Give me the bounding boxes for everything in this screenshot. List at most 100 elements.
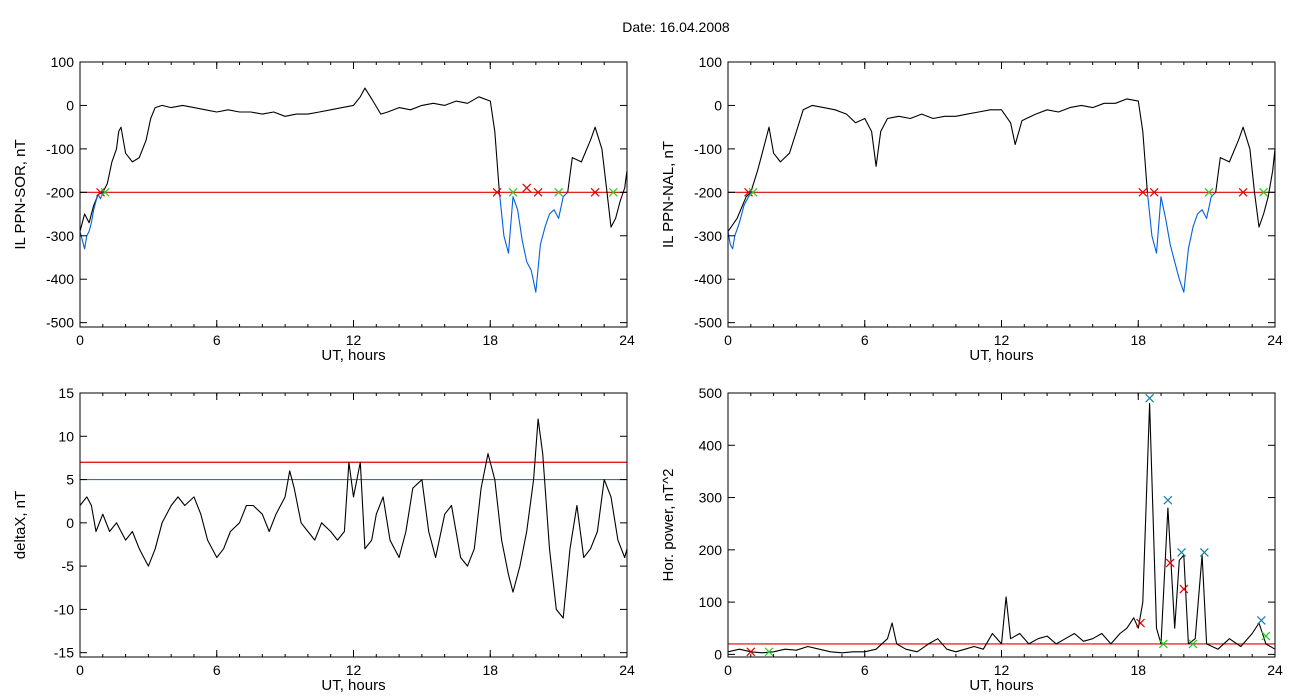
x-tick-label: 0 bbox=[76, 662, 84, 678]
data-marker bbox=[1204, 187, 1214, 197]
data-marker bbox=[1138, 187, 1148, 197]
y-tick-label: -5 bbox=[62, 558, 75, 574]
y-tick-label: -500 bbox=[694, 315, 722, 331]
data-marker bbox=[100, 187, 110, 197]
x-tick-label: 12 bbox=[346, 662, 362, 678]
data-marker bbox=[1238, 187, 1248, 197]
data-series bbox=[498, 191, 569, 293]
x-axis-label: UT, hours bbox=[969, 677, 1033, 694]
y-axis-label: deltaX, nT bbox=[12, 491, 29, 559]
data-marker bbox=[608, 187, 618, 197]
data-marker bbox=[508, 187, 518, 197]
x-axis-label: UT, hours bbox=[969, 347, 1033, 364]
y-tick-label: 200 bbox=[699, 542, 723, 558]
data-marker bbox=[1256, 615, 1266, 625]
y-axis-label: IL PPN-SOR, nT bbox=[12, 139, 29, 249]
y-tick-label: 0 bbox=[66, 515, 74, 531]
figure-title: Date: 16.04.2008 bbox=[622, 19, 730, 35]
y-tick-label: -10 bbox=[54, 601, 74, 617]
y-tick-label: -15 bbox=[54, 645, 74, 661]
data-marker bbox=[764, 647, 774, 657]
plot-area bbox=[728, 393, 1275, 657]
panel-p1: 0 6 12 18 24 -500 -400 -300 -200 -100 0 100 UT, hour… bbox=[12, 54, 635, 364]
x-tick-label: 24 bbox=[619, 332, 635, 348]
y-tick-label: -500 bbox=[46, 315, 74, 331]
data-series bbox=[728, 192, 752, 250]
x-tick-label: 24 bbox=[1267, 332, 1283, 348]
x-tick-label: 24 bbox=[1267, 662, 1283, 678]
x-tick-label: 0 bbox=[724, 332, 732, 348]
x-tick-label: 18 bbox=[482, 662, 498, 678]
data-marker bbox=[533, 187, 543, 197]
data-marker bbox=[492, 187, 502, 197]
data-marker bbox=[1165, 558, 1175, 568]
y-tick-label: -200 bbox=[46, 184, 74, 200]
x-tick-label: 0 bbox=[76, 332, 84, 348]
y-tick-label: -300 bbox=[694, 228, 722, 244]
data-marker bbox=[590, 187, 600, 197]
data-marker bbox=[1259, 187, 1269, 197]
x-tick-label: 0 bbox=[724, 662, 732, 678]
panel-p4: 0 6 12 18 24 0 100 200 300 400 500 UT, hours Hor. po… bbox=[660, 385, 1283, 694]
data-series bbox=[728, 402, 1275, 654]
data-marker bbox=[1136, 618, 1145, 628]
data-series bbox=[1215, 126, 1275, 228]
y-tick-label: 5 bbox=[66, 472, 74, 488]
x-axis-label: UT, hours bbox=[321, 677, 385, 694]
data-marker bbox=[1179, 584, 1189, 594]
y-tick-label: 15 bbox=[58, 385, 74, 401]
y-tick-label: 100 bbox=[51, 54, 75, 70]
data-marker bbox=[1261, 631, 1271, 641]
data-marker bbox=[554, 187, 564, 197]
plot-frame bbox=[727, 392, 1276, 658]
x-tick-label: 18 bbox=[1130, 662, 1146, 678]
y-tick-label: -300 bbox=[46, 228, 74, 244]
data-marker bbox=[1163, 495, 1173, 505]
data-series bbox=[80, 418, 627, 619]
plot-frame bbox=[79, 61, 628, 328]
y-tick-label: -100 bbox=[46, 141, 74, 157]
y-tick-label: -200 bbox=[694, 184, 722, 200]
data-series bbox=[80, 87, 500, 232]
x-tick-label: 6 bbox=[861, 332, 869, 348]
y-axis-label: IL PPN-NAL, nT bbox=[660, 141, 677, 248]
y-tick-label: 0 bbox=[714, 97, 722, 113]
x-tick-label: 18 bbox=[1130, 332, 1146, 348]
x-tick-label: 6 bbox=[213, 332, 221, 348]
data-marker bbox=[1177, 548, 1186, 557]
x-tick-label: 18 bbox=[482, 332, 498, 348]
data-marker bbox=[746, 647, 756, 657]
x-tick-label: 12 bbox=[346, 332, 362, 348]
y-tick-label: -400 bbox=[46, 271, 74, 287]
data-series bbox=[728, 98, 1148, 232]
x-axis-label: UT, hours bbox=[321, 347, 385, 364]
y-tick-label: 10 bbox=[58, 428, 74, 444]
panel-p3: 0 6 12 18 24 -15 -10 -5 0 5 10 15 UT, hours deltaX, n… bbox=[12, 385, 635, 694]
x-tick-label: 24 bbox=[619, 662, 635, 678]
x-tick-label: 6 bbox=[213, 662, 221, 678]
y-tick-label: 400 bbox=[699, 437, 723, 453]
y-tick-label: 0 bbox=[66, 97, 74, 113]
data-marker bbox=[522, 183, 532, 193]
y-tick-label: -400 bbox=[694, 271, 722, 287]
data-series bbox=[567, 126, 627, 228]
data-marker bbox=[1188, 639, 1198, 649]
x-tick-label: 6 bbox=[861, 662, 869, 678]
x-tick-label: 12 bbox=[994, 332, 1010, 348]
y-tick-label: 100 bbox=[699, 54, 723, 70]
data-marker bbox=[1158, 639, 1168, 649]
data-marker bbox=[1145, 393, 1155, 403]
data-marker bbox=[1199, 548, 1209, 557]
y-tick-label: 0 bbox=[714, 646, 722, 662]
data-series bbox=[1146, 191, 1217, 293]
data-marker bbox=[748, 187, 758, 197]
y-axis-label: Hor. power, nT^2 bbox=[660, 469, 677, 582]
plot-area bbox=[728, 98, 1275, 293]
plot-frame bbox=[727, 61, 1276, 328]
data-series bbox=[80, 192, 104, 250]
y-tick-label: -100 bbox=[694, 141, 722, 157]
panel-p2: 0 6 12 18 24 -500 -400 -300 -200 -100 0 100 UT, hour… bbox=[660, 54, 1283, 364]
y-tick-label: 300 bbox=[699, 490, 723, 506]
y-tick-label: 500 bbox=[699, 385, 723, 401]
